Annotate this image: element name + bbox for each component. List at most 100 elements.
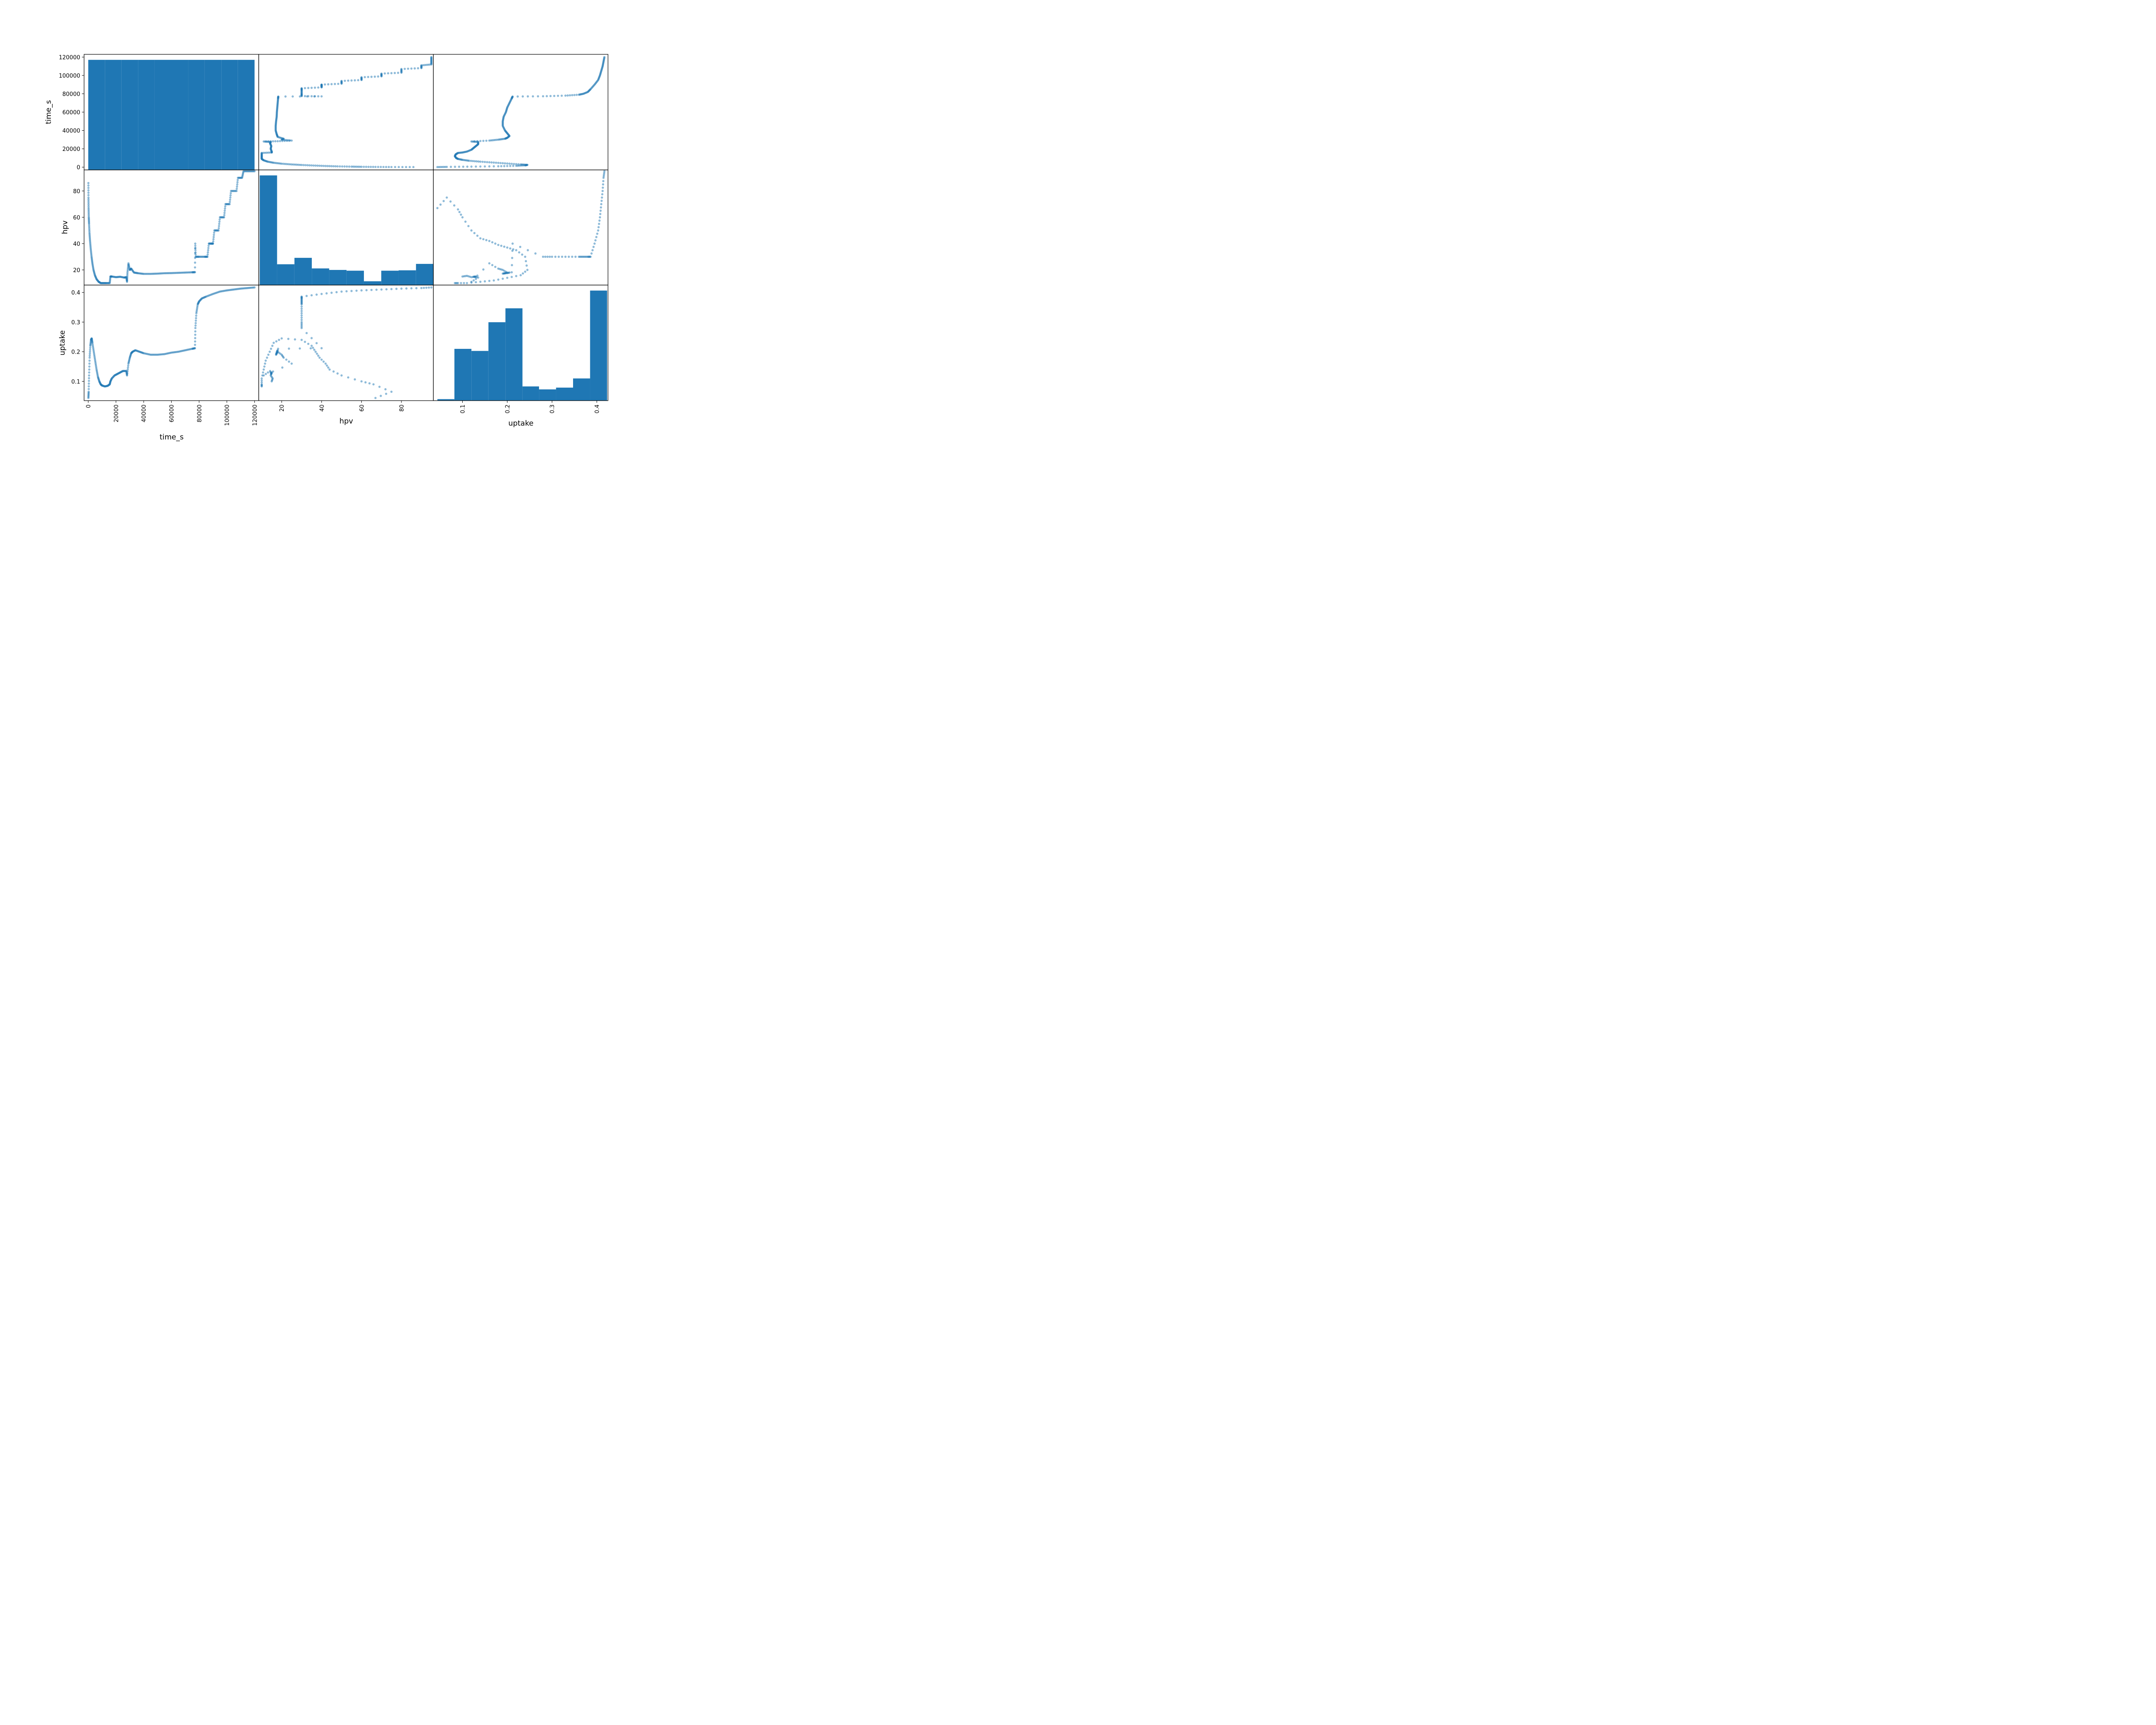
time_s-uptake-point [126, 374, 128, 377]
hpv-time_s-point [285, 163, 288, 165]
time_s-uptake-point [194, 322, 197, 324]
time_s-uptake-point [88, 371, 91, 374]
time_s-uptake-point [88, 352, 91, 355]
uptake-hpv-point [598, 219, 601, 222]
hpv-time_s-point [284, 95, 287, 98]
uptake-hpv-point [524, 255, 526, 258]
uptake-hpv-point [518, 251, 520, 254]
time_s-hpv-point [87, 184, 90, 187]
time_s-hpv-point [87, 203, 90, 206]
hist-bar-uptake-5 [522, 386, 539, 401]
hpv-uptake-point [330, 292, 333, 294]
xtick-label-time_s: 100000 [224, 405, 231, 426]
time_s-uptake-point [89, 348, 91, 351]
time_s-uptake-point [88, 354, 91, 357]
time_s-uptake-point [194, 319, 197, 322]
hist-bar-hpv-9 [416, 263, 433, 285]
uptake-hpv-point [439, 203, 442, 206]
uptake-hpv-point [470, 229, 473, 232]
hpv-uptake-point [324, 362, 327, 365]
uptake-time_s-point [438, 166, 440, 168]
hpv-uptake-point [294, 338, 296, 341]
hpv-time_s-point [262, 140, 265, 143]
uptake-time_s-point [482, 140, 485, 142]
hist-bar-time_s-5 [171, 60, 188, 170]
uptake-time_s-point [470, 165, 473, 168]
hist-hpv [260, 175, 433, 285]
uptake-hpv-point [475, 281, 477, 283]
hpv-uptake-point [335, 291, 338, 294]
hpv-uptake-point [390, 288, 393, 290]
panels-layer [84, 54, 608, 401]
uptake-hpv-point [472, 279, 475, 282]
hpv-time_s-point [345, 165, 348, 168]
hpv-time_s-point [387, 72, 389, 75]
uptake-time_s-point [470, 140, 473, 143]
hpv-time_s-point [377, 166, 379, 168]
uptake-hpv-point [511, 264, 513, 267]
hpv-time_s-point [394, 166, 396, 168]
hpv-time_s-point [355, 165, 358, 168]
hist-bar-uptake-4 [505, 308, 523, 401]
time_s-hpv-point [217, 229, 220, 232]
hpv-time_s-point [295, 163, 298, 166]
hpv-uptake-point [380, 288, 383, 291]
hpv-time_s-point [370, 75, 373, 78]
hpv-time_s-point [422, 64, 424, 66]
time_s-uptake-point [89, 346, 91, 349]
hist-bar-uptake-0 [437, 399, 454, 401]
time_s-hpv-point [87, 201, 90, 204]
uptake-hpv-point [593, 242, 596, 245]
uptake-time_s-point [519, 163, 522, 166]
hpv-time_s-point [324, 165, 327, 167]
time_s-hpv-point [194, 247, 197, 249]
hist-uptake [437, 290, 607, 401]
uptake-hpv-point [460, 213, 462, 216]
uptake-hpv-point [482, 268, 485, 271]
time_s-hpv-point [87, 198, 90, 201]
hpv-time_s-point [336, 165, 339, 168]
ytick-label-time_s: 20000 [63, 146, 80, 153]
time_s-hpv-point [218, 223, 220, 225]
hpv-uptake-point [262, 371, 264, 374]
time_s-uptake-point [126, 372, 128, 375]
uptake-time_s-point [553, 94, 555, 97]
uptake-hpv-point [599, 216, 601, 219]
hpv-time_s-point [310, 87, 313, 89]
time_s-hpv-point [207, 247, 210, 249]
uptake-hpv-point [558, 255, 560, 258]
uptake-hpv-point [442, 200, 445, 202]
time_s-hpv-point [236, 179, 239, 181]
time_s-hpv-point [212, 242, 214, 245]
uptake-hpv-point [511, 276, 513, 278]
time_s-uptake-point [253, 286, 256, 289]
uptake-time_s-point [458, 166, 461, 168]
ytick-label-hpv: 80 [73, 188, 80, 195]
uptake-hpv-point [602, 176, 605, 179]
hpv-uptake-point [287, 338, 290, 340]
uptake-time_s-point [492, 165, 495, 168]
hpv-time_s-point [300, 87, 303, 90]
uptake-hpv-point [509, 247, 511, 250]
hpv-time_s-point [304, 164, 307, 166]
hpv-uptake-point [395, 288, 398, 290]
time_s-hpv-point [87, 205, 90, 208]
uptake-hpv-point [526, 269, 529, 271]
uptake-time_s-point [486, 161, 489, 163]
hpv-uptake-point [320, 293, 323, 295]
hpv-time_s-point [264, 151, 266, 154]
hpv-uptake-point [300, 305, 303, 308]
uptake-time_s-point [500, 165, 503, 167]
hpv-time_s-point [327, 83, 329, 86]
hpv-uptake-point [277, 348, 279, 350]
xtick-label-uptake: 0.1 [460, 405, 467, 414]
time_s-hpv-point [207, 253, 209, 256]
time_s-uptake-point [195, 314, 197, 317]
uptake-time_s-point [549, 95, 552, 97]
panel-time_s-hpv [259, 54, 433, 170]
hpv-uptake-point [315, 342, 318, 345]
hpv-time_s-point [270, 140, 272, 143]
hpv-time_s-point [341, 165, 344, 168]
uptake-hpv-point [491, 264, 494, 267]
hpv-time_s-point [352, 165, 354, 168]
